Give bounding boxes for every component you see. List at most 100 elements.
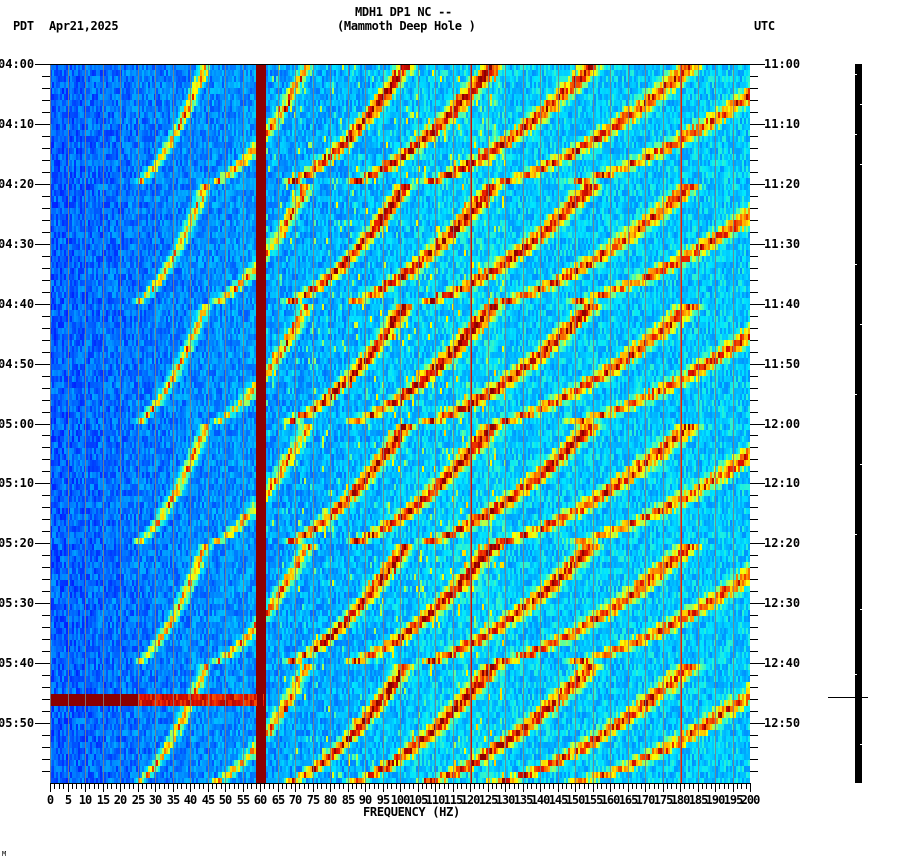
x-tick bbox=[632, 784, 633, 789]
x-tick-label: 190 bbox=[705, 793, 726, 807]
y-tick-left bbox=[42, 172, 50, 173]
x-tick bbox=[614, 784, 615, 789]
x-tick bbox=[536, 784, 537, 789]
y-tick-left bbox=[42, 711, 50, 712]
x-tick-label: 160 bbox=[600, 793, 621, 807]
y-tick-right bbox=[750, 292, 758, 293]
y-tick-right bbox=[750, 519, 758, 520]
y-tick-right bbox=[750, 388, 758, 389]
x-tick bbox=[321, 784, 322, 789]
x-tick bbox=[76, 784, 77, 789]
x-tick bbox=[658, 784, 659, 789]
y-tick-left bbox=[42, 316, 50, 317]
y-tick-left bbox=[42, 747, 50, 748]
y-tick-right bbox=[750, 459, 758, 460]
x-tick bbox=[369, 784, 370, 789]
x-tick bbox=[741, 784, 742, 789]
x-tick bbox=[212, 784, 213, 789]
y-tick-right bbox=[750, 687, 758, 688]
x-tick-label: 150 bbox=[565, 793, 586, 807]
date-label: Apr21,2025 bbox=[49, 19, 119, 33]
y-tick-left bbox=[42, 220, 50, 221]
y-tick-label-left: 05:30 bbox=[0, 596, 35, 610]
x-tick bbox=[505, 784, 506, 792]
y-tick-left bbox=[42, 256, 50, 257]
x-tick bbox=[623, 784, 624, 789]
x-tick bbox=[330, 784, 331, 792]
y-tick-right bbox=[750, 747, 758, 748]
x-tick bbox=[746, 784, 747, 789]
y-tick-right bbox=[750, 412, 758, 413]
y-tick-right bbox=[750, 639, 758, 640]
y-tick-right bbox=[750, 196, 758, 197]
x-tick bbox=[203, 784, 204, 789]
y-tick-left bbox=[42, 531, 50, 532]
bar-tick bbox=[855, 534, 857, 535]
x-tick bbox=[474, 784, 475, 789]
y-tick-left bbox=[42, 280, 50, 281]
x-tick bbox=[391, 784, 392, 789]
x-tick bbox=[120, 784, 121, 792]
x-tick bbox=[343, 784, 344, 789]
y-tick-left bbox=[42, 328, 50, 329]
y-tick-left bbox=[35, 184, 50, 185]
y-tick-label-right: 12:40 bbox=[764, 656, 801, 670]
y-tick-right bbox=[750, 424, 765, 425]
x-tick bbox=[94, 784, 95, 789]
bar-tick bbox=[855, 134, 857, 135]
x-tick bbox=[444, 784, 445, 789]
x-tick bbox=[636, 784, 637, 789]
x-tick bbox=[698, 784, 699, 792]
y-tick-left bbox=[42, 615, 50, 616]
x-tick-label: 175 bbox=[653, 793, 674, 807]
x-tick bbox=[733, 784, 734, 792]
x-tick-label: 195 bbox=[723, 793, 744, 807]
x-tick-label: 35 bbox=[166, 793, 180, 807]
x-tick-label: 105 bbox=[408, 793, 429, 807]
x-tick bbox=[579, 784, 580, 789]
x-tick bbox=[601, 784, 602, 789]
x-tick bbox=[523, 784, 524, 792]
x-tick bbox=[334, 784, 335, 789]
right-timezone-label: UTC bbox=[754, 19, 775, 33]
y-tick-right bbox=[750, 579, 758, 580]
y-tick-left bbox=[35, 244, 50, 245]
x-axis-label: FREQUENCY (HZ) bbox=[363, 805, 460, 819]
x-tick-label: 65 bbox=[271, 793, 285, 807]
y-tick-label-left: 05:20 bbox=[0, 536, 35, 550]
x-tick bbox=[466, 784, 467, 789]
x-tick bbox=[54, 784, 55, 789]
y-tick-left bbox=[42, 507, 50, 508]
x-tick bbox=[216, 784, 217, 789]
y-tick-right bbox=[750, 244, 765, 245]
bar-tick bbox=[860, 744, 862, 745]
y-tick-label-right: 11:30 bbox=[764, 237, 801, 251]
x-tick bbox=[558, 784, 559, 792]
x-tick bbox=[295, 784, 296, 792]
x-tick bbox=[89, 784, 90, 789]
x-tick bbox=[299, 784, 300, 789]
x-tick bbox=[680, 784, 681, 792]
y-tick-right bbox=[750, 400, 758, 401]
x-tick bbox=[418, 784, 419, 792]
x-tick bbox=[496, 784, 497, 789]
x-tick bbox=[238, 784, 239, 789]
x-tick bbox=[422, 784, 423, 789]
y-tick-left bbox=[42, 687, 50, 688]
x-tick bbox=[470, 784, 471, 792]
x-tick bbox=[164, 784, 165, 789]
x-tick bbox=[339, 784, 340, 789]
x-tick-label: 100 bbox=[390, 793, 411, 807]
event-marker-line bbox=[828, 697, 868, 698]
x-tick bbox=[509, 784, 510, 789]
y-tick-label-right: 12:10 bbox=[764, 476, 801, 490]
x-tick-label: 165 bbox=[618, 793, 639, 807]
x-tick bbox=[352, 784, 353, 789]
x-tick bbox=[606, 784, 607, 789]
x-tick bbox=[129, 784, 130, 789]
y-tick-left bbox=[42, 459, 50, 460]
y-tick-right bbox=[750, 64, 765, 65]
x-tick bbox=[663, 784, 664, 792]
y-tick-left bbox=[42, 591, 50, 592]
bar-tick bbox=[855, 674, 857, 675]
